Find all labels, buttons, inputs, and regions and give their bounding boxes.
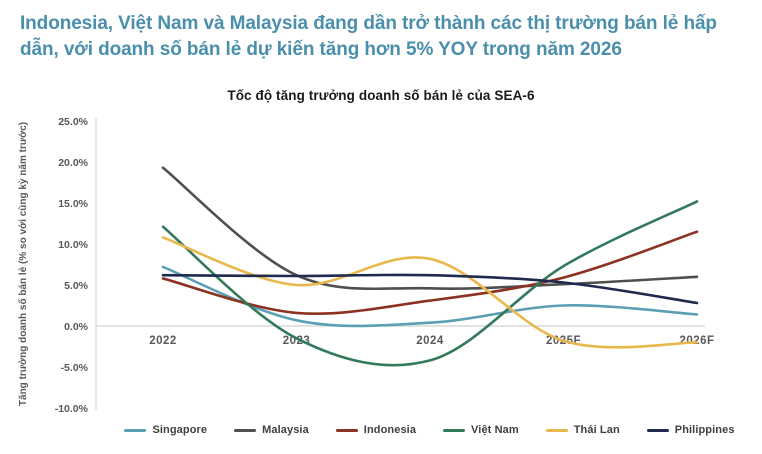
legend-item: Việt Nam — [443, 424, 519, 436]
legend-item: Singapore — [124, 424, 207, 436]
legend-item: Philippines — [646, 424, 735, 436]
legend-line-swatch-icon — [646, 428, 669, 432]
page-headline: Indonesia, Việt Nam và Malaysia đang dần… — [20, 13, 717, 60]
legend-label: Thái Lan — [573, 424, 620, 436]
chart-title: Tốc độ tăng trưởng doanh số bán lẻ của S… — [227, 88, 535, 103]
legend-label: Malaysia — [262, 424, 309, 436]
legend-label: Philippines — [674, 424, 735, 436]
x-tick-label: 2026F — [679, 335, 714, 347]
legend-line-swatch-icon — [234, 428, 257, 432]
legend-label: Việt Nam — [471, 424, 519, 436]
chart-legend: Singapore Malaysia Indonesia Việt Nam Thái L… — [105, 419, 754, 441]
series-line-việt-nam — [161, 200, 699, 367]
y-tick-label: -5.0% — [61, 362, 89, 374]
legend-label: Indonesia — [363, 424, 417, 436]
legend-line-swatch-icon — [443, 428, 466, 432]
x-tick-label: 2022 — [149, 335, 177, 347]
x-tick-label: 2023 — [283, 335, 311, 347]
y-tick-label: -10.0% — [55, 403, 89, 415]
y-tick-label: 20.0% — [58, 157, 88, 169]
y-axis-title: Tăng trưởng doanh số bán lẻ (% so với cù… — [17, 122, 29, 406]
y-tick-label: 25.0% — [58, 116, 88, 128]
legend-line-swatch-icon — [124, 428, 147, 432]
series-line-philippines — [161, 273, 699, 305]
legend-item: Indonesia — [335, 424, 417, 436]
y-tick-label: 0.0% — [64, 321, 89, 333]
legend-item: Thái Lan — [545, 424, 620, 436]
series-line-malaysia — [161, 166, 699, 291]
legend-item: Malaysia — [234, 424, 309, 436]
y-tick-label: 15.0% — [58, 198, 88, 210]
legend-line-swatch-icon — [335, 428, 358, 432]
y-tick-label: 10.0% — [58, 239, 88, 251]
legend-label: Singapore — [152, 424, 208, 436]
legend-line-swatch-icon — [545, 428, 568, 432]
series-line-thái-lan — [161, 236, 699, 349]
y-tick-label: 5.0% — [64, 280, 89, 292]
x-tick-label: 2024 — [416, 335, 444, 347]
series-line-indonesia — [161, 230, 699, 315]
